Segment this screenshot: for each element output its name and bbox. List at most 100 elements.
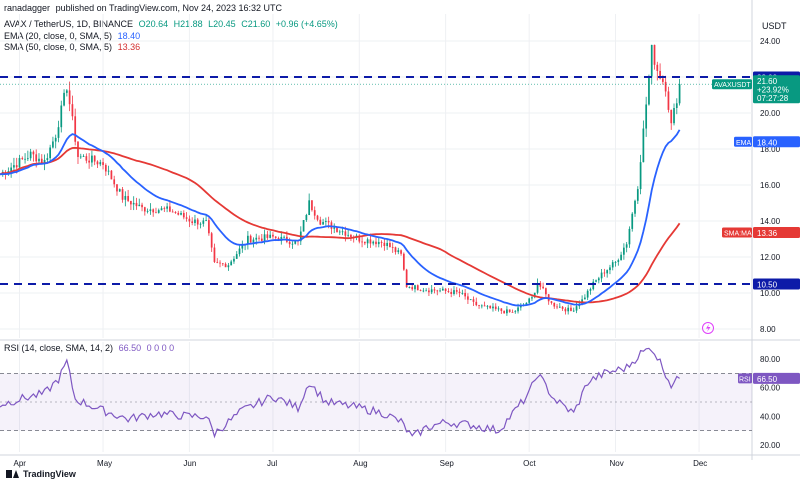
candle-body	[294, 240, 297, 244]
price-unit[interactable]: USDT	[762, 21, 787, 31]
candle-body	[160, 208, 163, 211]
rsi-tick-label: 20.00	[760, 441, 781, 450]
candle-body	[177, 212, 180, 215]
sma-tag: 13.36	[753, 227, 800, 239]
candle-body	[135, 202, 138, 207]
candle-body	[238, 248, 241, 255]
publish-info: published on TradingView.com, Nov 24, 20…	[55, 3, 283, 13]
candle-body	[191, 221, 194, 223]
ema-tag-label: EMA	[736, 140, 752, 147]
candle-body	[29, 151, 32, 159]
candle-body	[667, 91, 670, 110]
candle-body	[347, 234, 350, 236]
candle-body	[266, 234, 269, 238]
candle-body	[224, 263, 227, 268]
candle-body	[361, 241, 363, 243]
candle-body	[263, 234, 266, 241]
ema-value: 18.40	[117, 31, 141, 41]
candle-body	[439, 290, 441, 292]
candle-body	[623, 247, 625, 255]
candle-body	[235, 254, 238, 259]
candle-body	[157, 210, 160, 213]
brand-label: TradingView	[23, 469, 76, 479]
candle-body	[146, 210, 149, 212]
candle-body	[369, 239, 372, 244]
candle-body	[408, 287, 411, 288]
candle-body	[444, 288, 447, 292]
candle-body	[68, 90, 71, 105]
candle-body	[394, 247, 397, 253]
candle-body	[21, 158, 24, 159]
candle-body	[63, 92, 65, 106]
candle-body	[102, 162, 104, 165]
candle-body	[611, 262, 614, 268]
candle-body	[472, 299, 475, 302]
candle-body	[316, 215, 319, 220]
rsi-tag-left	[738, 373, 752, 384]
candle-body	[313, 210, 316, 216]
ema-legend[interactable]: EMA (20, close, 0, SMA, 5) 18.40	[4, 31, 143, 42]
price-tick-label: 10.00	[760, 289, 781, 298]
candle-body	[143, 207, 146, 212]
candle-body	[305, 215, 308, 221]
candle-body	[648, 76, 650, 105]
candle-body	[659, 70, 661, 79]
candle-body	[416, 285, 419, 291]
candle-body	[258, 237, 260, 239]
candle-body	[589, 289, 592, 291]
candle-body	[104, 164, 107, 172]
sma-legend[interactable]: SMA (50, close, 0, SMA, 5) 13.36	[4, 42, 143, 53]
candle-body	[54, 137, 57, 142]
candle-body	[205, 220, 207, 221]
candle-body	[227, 265, 230, 268]
candle-body	[430, 289, 433, 293]
candle-body	[662, 78, 664, 82]
candle-body	[425, 290, 427, 292]
candle-body	[210, 233, 213, 248]
rsi-line	[0, 347, 680, 439]
candle-body	[597, 278, 600, 281]
rsi-legend[interactable]: RSI (14, close, SMA, 14, 2) 66.50 0 0 0 …	[4, 343, 177, 354]
candle-body	[639, 162, 642, 190]
candle-body	[441, 288, 444, 291]
candle-body	[26, 158, 29, 160]
candle-body	[283, 236, 285, 238]
candle-body	[567, 307, 570, 312]
tradingview-brand[interactable]: TradingView	[6, 469, 76, 479]
candle-body	[216, 261, 219, 263]
candle-body	[93, 155, 96, 162]
candle-body	[600, 272, 603, 279]
candle-body	[322, 222, 324, 225]
candle-body	[82, 156, 85, 157]
time-tick-label: Nov	[610, 459, 624, 468]
candle-body	[13, 165, 15, 168]
candle-body	[572, 310, 575, 312]
candle-body	[489, 305, 492, 309]
candle-body	[383, 242, 386, 246]
candle-body	[308, 200, 311, 216]
candle-body	[433, 289, 436, 291]
author-name: ranadagger	[4, 3, 51, 13]
tradingview-logo-icon	[6, 470, 19, 478]
candle-body	[49, 147, 51, 159]
last-price-tag-text: 07:27:28	[757, 94, 789, 103]
candle-body	[511, 311, 514, 313]
candle-body	[10, 167, 13, 172]
sma-value: 13.36	[117, 42, 141, 52]
candle-body	[411, 287, 414, 290]
candle-body	[113, 179, 116, 185]
candle-body	[241, 244, 244, 249]
rsi-value-tag-text: 66.50	[757, 375, 778, 384]
candle-body	[528, 298, 531, 303]
candle-body	[653, 44, 656, 65]
candle-body	[606, 270, 609, 274]
symbol-title[interactable]: AVAX / TetherUS, 1D, BINANCE	[4, 19, 134, 29]
candle-body	[341, 231, 344, 233]
price-tick-label: 16.00	[760, 181, 781, 190]
high-value: H21.88	[173, 19, 203, 29]
candle-body	[132, 202, 135, 205]
rsi-tick-label: 40.00	[760, 412, 781, 421]
candle-body	[85, 156, 88, 161]
candle-body	[344, 231, 347, 236]
